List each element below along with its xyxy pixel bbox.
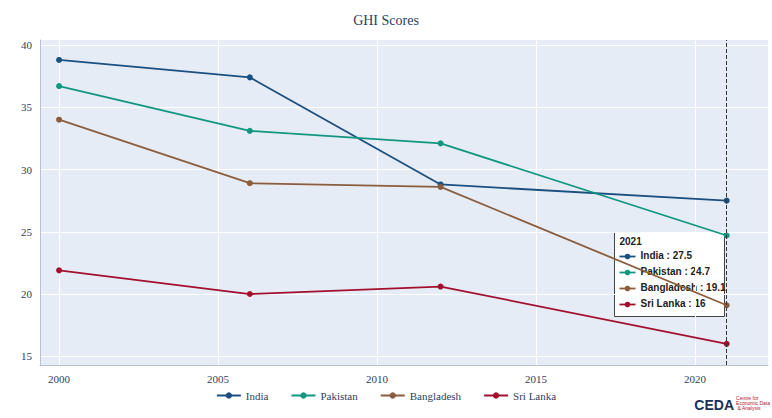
- svg-text:Sri Lanka: Sri Lanka: [513, 390, 556, 402]
- svg-text:& Analysis: & Analysis: [736, 405, 761, 411]
- svg-text:Pakistan: Pakistan: [320, 390, 358, 402]
- svg-text:Bangladesh : 19.1: Bangladesh : 19.1: [640, 282, 726, 293]
- svg-text:Sri Lanka : 16: Sri Lanka : 16: [641, 298, 706, 309]
- svg-text:15: 15: [21, 350, 33, 362]
- svg-text:30: 30: [21, 164, 33, 176]
- svg-text:2021: 2021: [620, 236, 643, 247]
- svg-text:35: 35: [21, 101, 33, 113]
- svg-text:2010: 2010: [366, 373, 389, 385]
- svg-text:Economic Data: Economic Data: [736, 399, 770, 406]
- svg-text:Centre for: Centre for: [736, 394, 760, 401]
- svg-text:India: India: [246, 390, 269, 402]
- svg-text:Pakistan : 24.7: Pakistan : 24.7: [641, 266, 711, 277]
- svg-text:40: 40: [21, 39, 33, 51]
- svg-text:2015: 2015: [525, 373, 548, 385]
- svg-text:Bangladesh: Bangladesh: [410, 390, 462, 402]
- svg-text:GHI Scores: GHI Scores: [353, 13, 419, 28]
- svg-text:20: 20: [21, 288, 33, 300]
- svg-text:2005: 2005: [207, 373, 230, 385]
- svg-text:25: 25: [21, 226, 33, 238]
- svg-text:2000: 2000: [48, 373, 71, 385]
- svg-text:India : 27.5: India : 27.5: [641, 250, 693, 261]
- svg-text:2020: 2020: [684, 373, 707, 385]
- svg-text:CEDA: CEDA: [694, 397, 734, 413]
